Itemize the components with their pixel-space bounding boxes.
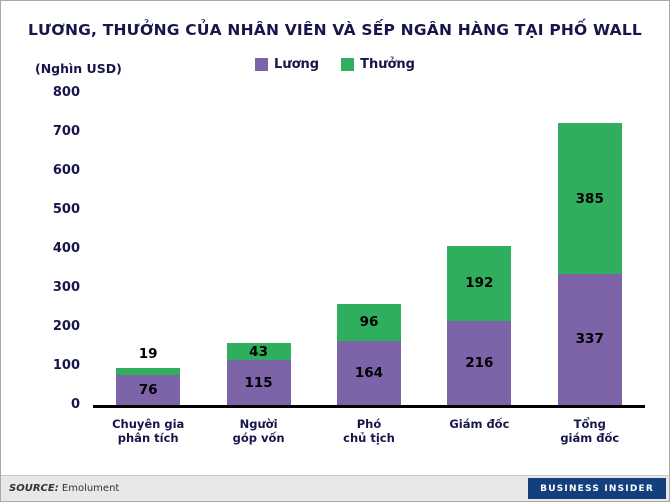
source-note: SOURCE: Emolument	[9, 483, 119, 494]
x-axis-category-label: Tổng giám đốc	[560, 417, 620, 445]
legend-label: Lương	[274, 57, 320, 72]
salary-bar-segment	[116, 375, 181, 405]
bar-column: 164 96 Phó chủ tịch	[336, 93, 401, 445]
bonus-bar-segment	[557, 123, 622, 274]
bonus-bar-segment	[226, 343, 291, 361]
legend-label: Thưởng	[360, 57, 415, 72]
bonus-bar-segment	[336, 303, 401, 342]
bar-column: 337 385 Tổng giám đốc	[557, 93, 622, 445]
x-axis-category-label: Chuyên gia phân tích	[112, 417, 185, 445]
y-axis-tick-label: 800	[52, 85, 80, 100]
x-axis-category-label: Giám đốc	[449, 417, 510, 431]
salary-bar-segment	[336, 341, 401, 405]
y-axis-tick-label: 0	[70, 397, 80, 412]
bonus-bar-segment	[116, 367, 181, 376]
bar-columns: 76 19 Chuyên gia phân tích 115 43 Người góp vốn…	[93, 93, 645, 445]
footer-bar: SOURCE: Emolument BUSINESS INSIDER	[1, 475, 669, 501]
legend-swatch	[255, 58, 269, 71]
legend: Lương Thưởng	[1, 55, 669, 72]
salary-bar-segment	[447, 320, 512, 405]
legend-swatch	[341, 58, 355, 71]
y-axis-tick-label: 500	[52, 202, 80, 217]
plot-area: 76 19 Chuyên gia phân tích 115 43 Người góp vốn…	[53, 85, 645, 445]
y-axis-tick-label: 600	[52, 163, 80, 178]
salary-value-label: 115	[244, 374, 273, 391]
y-axis-tick-label: 700	[52, 124, 80, 139]
bar-column: 76 19 Chuyên gia phân tích	[112, 93, 184, 445]
y-axis-tick-label: 400	[52, 241, 80, 256]
x-axis-category-label: Người góp vốn	[232, 417, 285, 445]
bonus-value-label: 43	[249, 343, 268, 360]
salary-value-label: 216	[465, 354, 494, 371]
salary-bar-segment	[557, 273, 622, 405]
legend-item: Lương	[255, 57, 319, 72]
x-axis-category-label: Phó chủ tịch	[343, 417, 395, 445]
bonus-value-label: 19	[138, 345, 158, 362]
chart-title: LƯƠNG, THƯỞNG CỦA NHÂN VIÊN VÀ SẾP NGÂN …	[27, 21, 642, 39]
bar-column: 115 43 Người góp vốn	[226, 93, 291, 445]
bar-column: 216 192 Giám đốc	[447, 93, 512, 431]
legend-item: Thưởng	[341, 57, 415, 72]
salary-value-label: 76	[138, 382, 158, 399]
y-axis-tick-label: 300	[52, 280, 80, 295]
salary-value-label: 337	[575, 331, 604, 348]
bonus-bar-segment	[447, 245, 512, 321]
y-axis-tick-label: 100	[52, 358, 80, 373]
source-value: Emolument	[61, 483, 120, 494]
salary-value-label: 164	[354, 365, 384, 382]
bonus-value-label: 385	[575, 190, 604, 207]
y-axis-tick-label: 200	[52, 319, 80, 334]
bonus-value-label: 96	[359, 314, 379, 331]
y-axis-unit-label: (Nghìn USD)	[35, 61, 122, 76]
bonus-value-label: 192	[465, 275, 494, 292]
source-label: SOURCE:	[9, 483, 59, 494]
legend-row: (Nghìn USD) Lương Thưởng	[1, 55, 669, 77]
salary-bar-segment	[226, 360, 291, 405]
business-insider-logo: BUSINESS INSIDER	[528, 478, 666, 499]
